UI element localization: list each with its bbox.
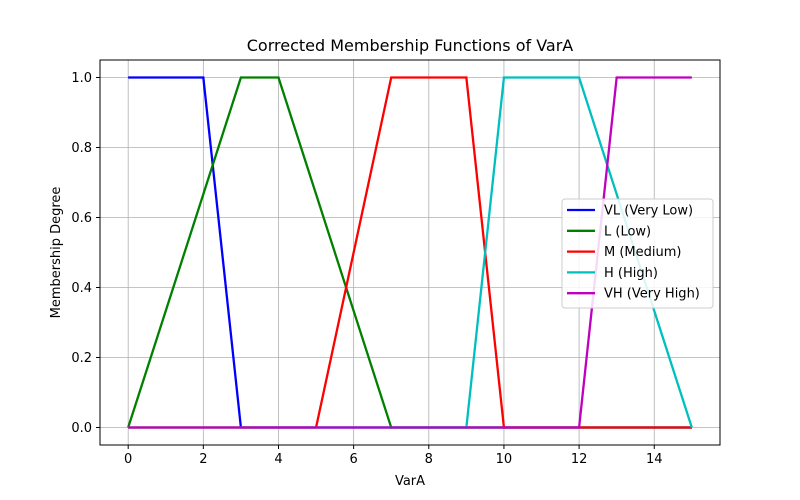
y-tick-label: 0.8 (71, 141, 92, 156)
legend-box (561, 198, 714, 309)
chart-title: Corrected Membership Functions of VarA (247, 36, 574, 55)
y-tick-label: 1.0 (71, 71, 92, 86)
x-tick-label: 14 (646, 452, 663, 467)
legend-label: VL (Very Low) (604, 204, 693, 219)
legend: VL (Very Low) L (Low) M (Medium) H (High) VH… (561, 198, 714, 309)
x-tick-label: 8 (425, 452, 433, 467)
x-tick-label: 12 (571, 452, 588, 467)
axis-ticks: 0 2 4 6 8 10 12 14 0.0 0.2 0.4 0.6 0.8 1.0 (71, 71, 662, 467)
legend-label: H (High) (604, 266, 658, 281)
y-axis-label: Membership Degree (49, 187, 64, 319)
x-tick-label: 2 (199, 452, 207, 467)
x-tick-label: 4 (274, 452, 282, 467)
y-tick-label: 0.2 (71, 351, 92, 366)
y-tick-label: 0.4 (71, 281, 92, 296)
legend-label: VH (Very High) (604, 287, 700, 302)
legend-label: L (Low) (604, 224, 651, 239)
y-tick-label: 0.0 (71, 421, 92, 436)
x-tick-label: 6 (349, 452, 357, 467)
y-tick-label: 0.6 (71, 211, 92, 226)
x-axis-label: VarA (395, 474, 425, 489)
x-tick-label: 10 (496, 452, 513, 467)
x-tick-label: 0 (124, 452, 132, 467)
plot-frame (99, 59, 721, 446)
legend-label: M (Medium) (604, 245, 681, 260)
